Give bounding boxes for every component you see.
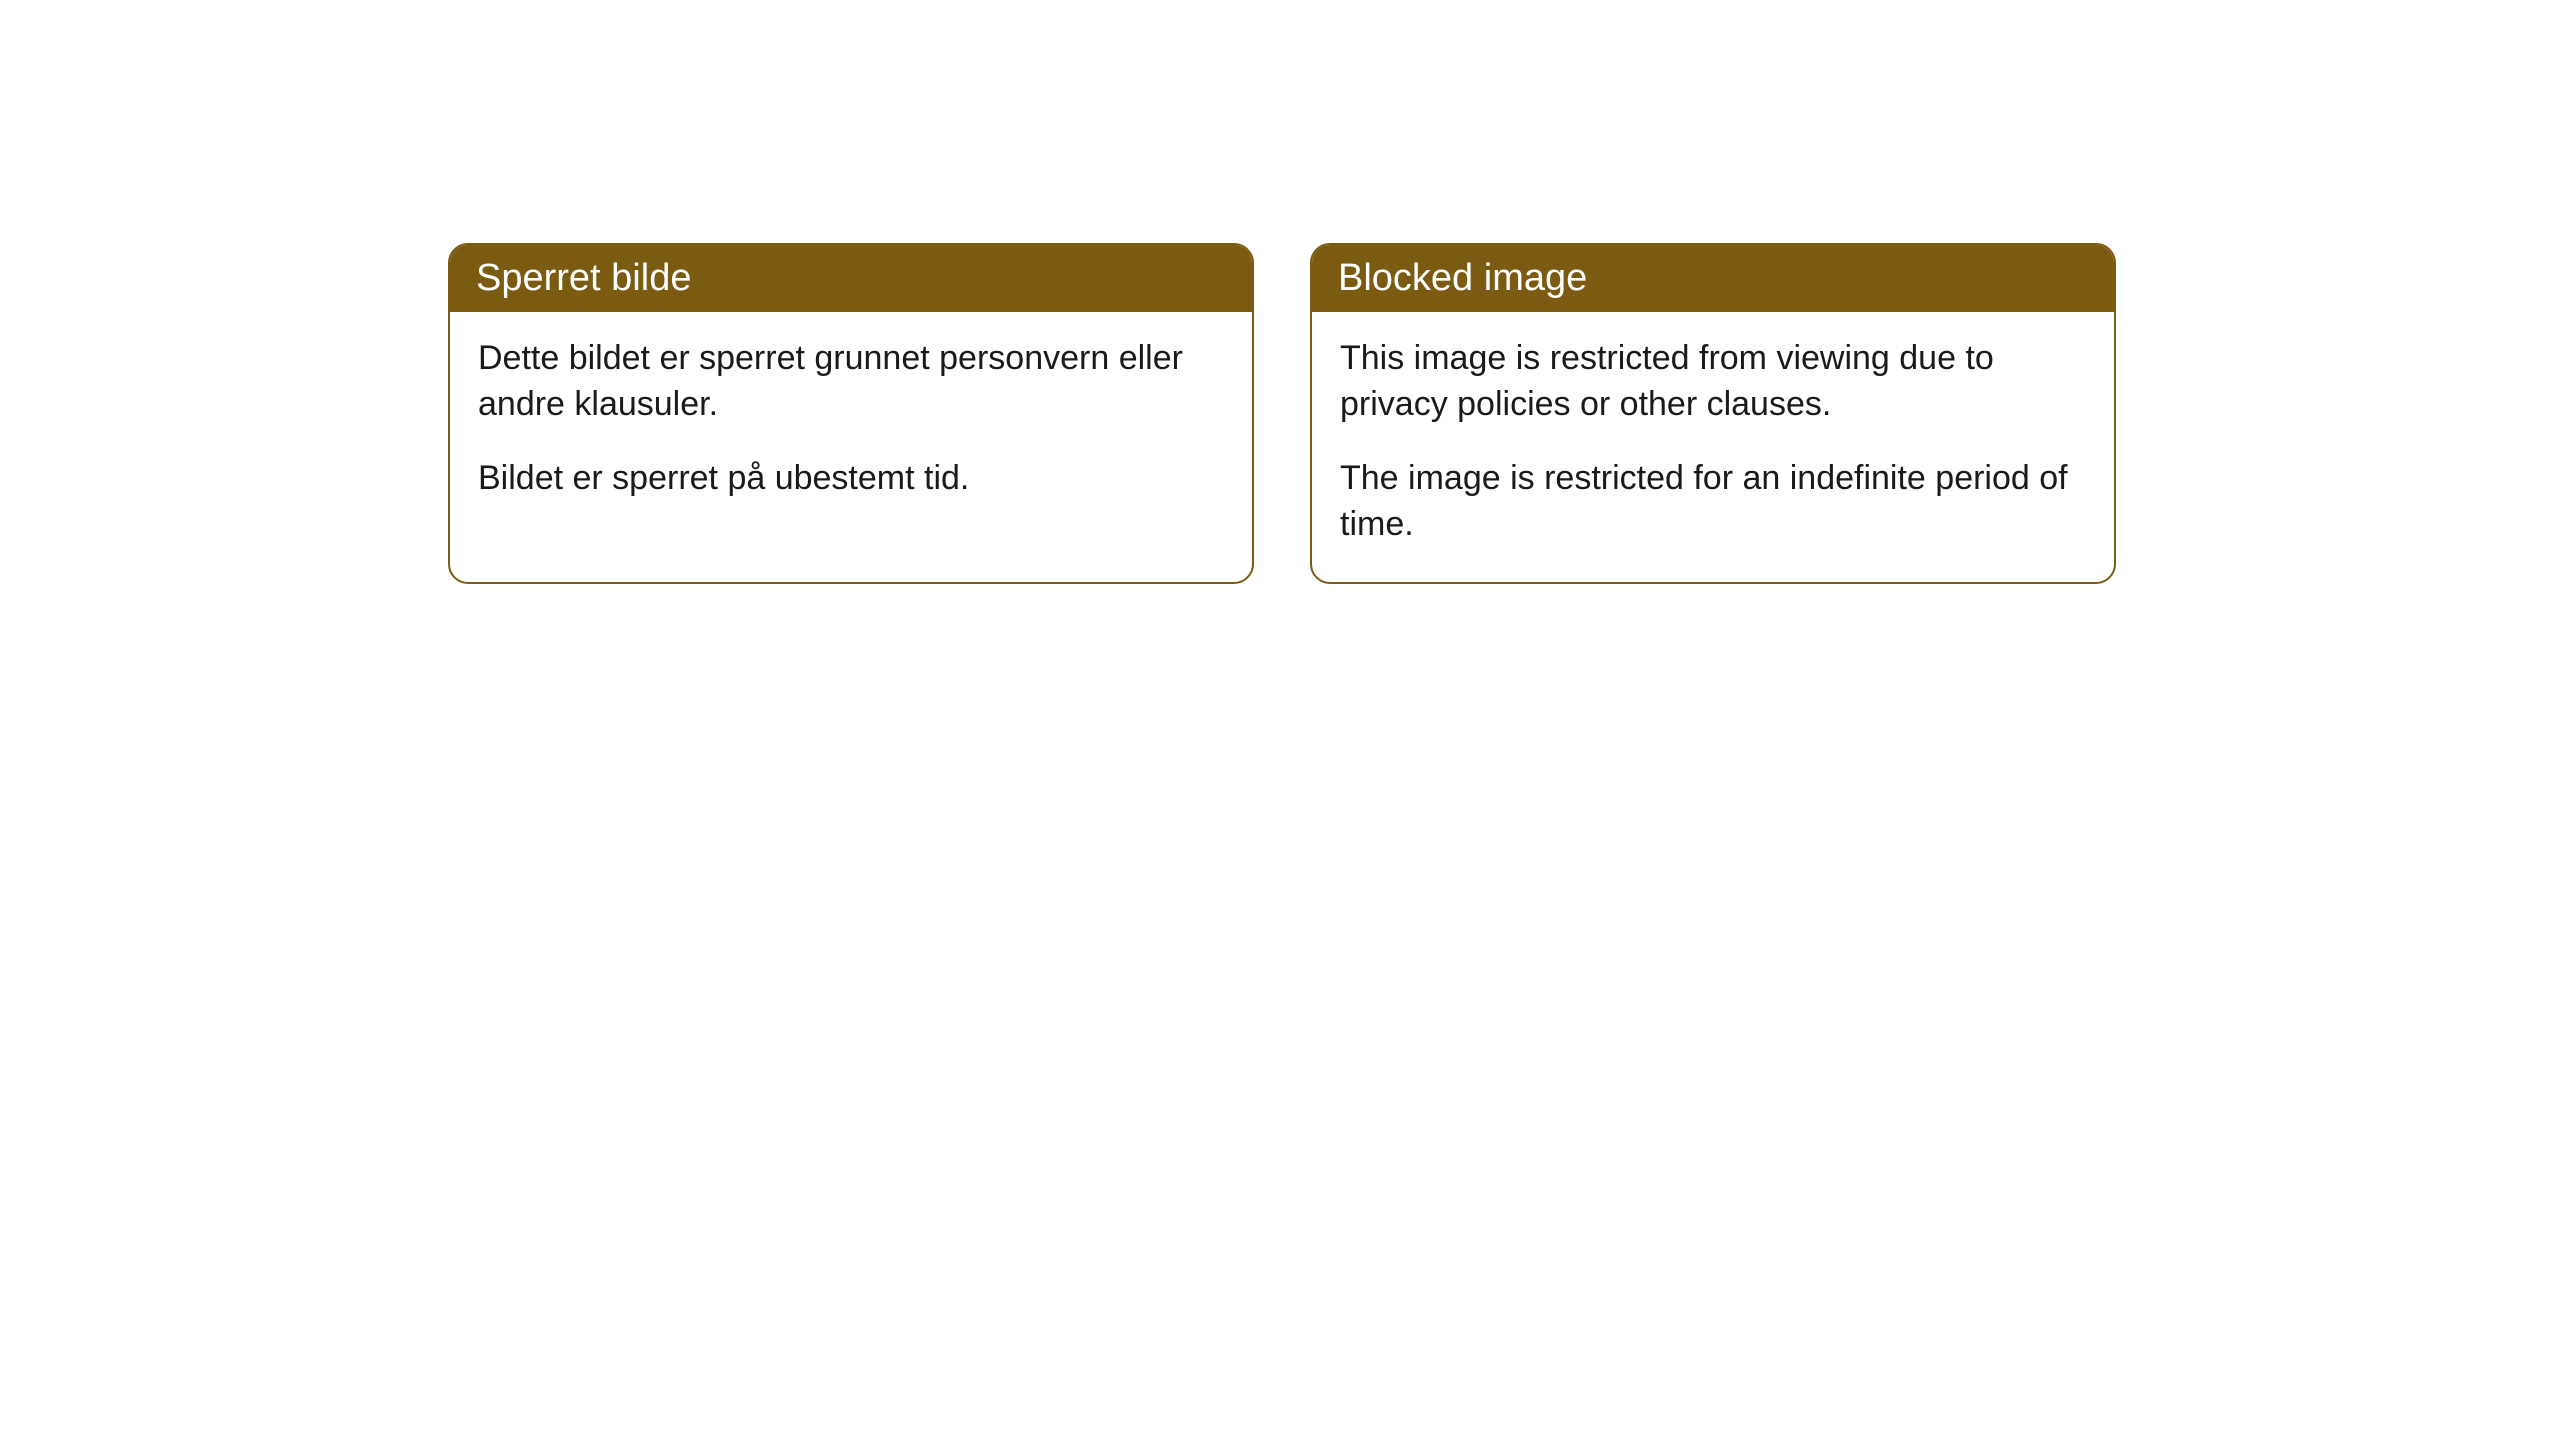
card-header-english: Blocked image xyxy=(1312,245,2114,312)
blocked-image-card-norwegian: Sperret bilde Dette bildet er sperret gr… xyxy=(448,243,1254,584)
card-body-norwegian: Dette bildet er sperret grunnet personve… xyxy=(450,312,1252,536)
card-header-norwegian: Sperret bilde xyxy=(450,245,1252,312)
card-body-english: This image is restricted from viewing du… xyxy=(1312,312,2114,582)
card-paragraph-2-english: The image is restricted for an indefinit… xyxy=(1340,456,2086,548)
card-paragraph-1-norwegian: Dette bildet er sperret grunnet personve… xyxy=(478,336,1224,428)
card-container: Sperret bilde Dette bildet er sperret gr… xyxy=(448,243,2560,584)
blocked-image-card-english: Blocked image This image is restricted f… xyxy=(1310,243,2116,584)
card-paragraph-2-norwegian: Bildet er sperret på ubestemt tid. xyxy=(478,456,1224,502)
card-paragraph-1-english: This image is restricted from viewing du… xyxy=(1340,336,2086,428)
